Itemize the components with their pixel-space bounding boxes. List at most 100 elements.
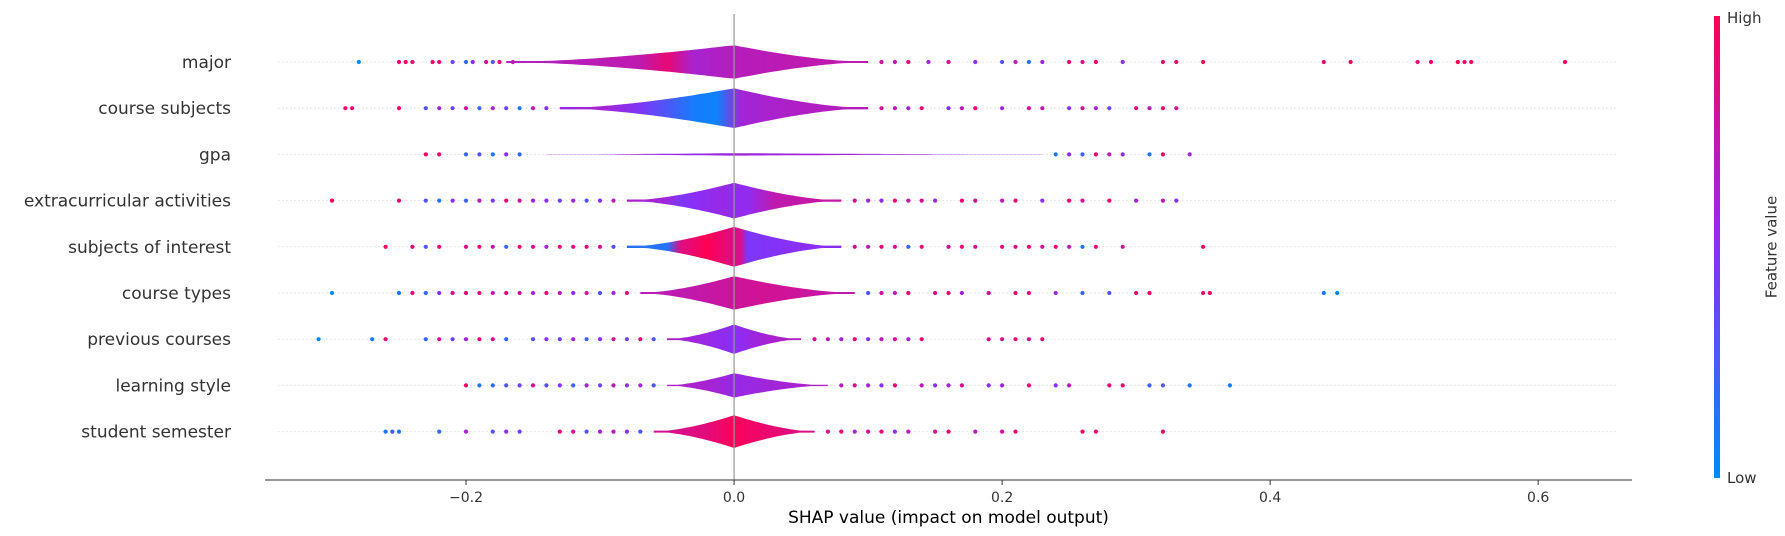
shap-point [437,429,442,434]
shap-point [470,59,475,65]
shap-point [597,290,603,296]
shap-point [1428,59,1434,65]
shap-point [544,337,549,342]
shap-point [973,429,978,434]
shap-point [1080,290,1085,296]
shap-point [463,383,469,388]
shap-point [1093,106,1098,111]
shap-point [866,337,871,342]
shap-point [571,290,576,296]
feature-row: extracurricular activities [24,182,1619,219]
shap-point [812,337,817,342]
shap-point [450,337,455,342]
shap-point [1462,59,1467,65]
feature-row: course types [122,276,1619,310]
shap-point [1321,290,1326,296]
shap-point [611,198,616,203]
shap-point [1013,337,1018,342]
shap-point [571,337,576,342]
shap-point [557,429,562,434]
shap-point [544,106,549,111]
shap-point [450,59,455,65]
shap-point [892,429,898,434]
feature-label: student semester [81,423,231,443]
shap-point [651,383,656,388]
shap-point [926,59,931,65]
shap-point [825,429,831,434]
shap-point [463,429,469,434]
shap-point [571,244,576,249]
shap-point [517,383,522,388]
shap-point [517,429,522,434]
shap-point [517,152,522,157]
x-tick-label: 0.0 [723,490,745,506]
colorbar-gradient [1714,16,1720,478]
shap-point [597,337,603,342]
shap-point [490,198,495,203]
shap-point [343,106,348,111]
shap-point [1134,198,1139,203]
shap-point [1107,152,1112,157]
violin-body [640,276,855,310]
x-tick-label: 0.6 [1527,490,1549,506]
shap-point [1201,290,1206,296]
shap-point [624,337,630,342]
shap-point [1026,244,1031,249]
shap-point [437,106,442,111]
shap-point [463,59,469,65]
shap-point [1160,106,1165,111]
shap-point [986,383,991,388]
shap-point [490,337,495,342]
violin-body [559,88,869,128]
shap-point [329,198,335,203]
shap-point [839,429,844,434]
shap-point [1120,59,1125,65]
shap-point [906,106,911,111]
shap-point [463,106,469,111]
shap-point [959,198,965,203]
colorbar-title: Feature value [1763,196,1781,298]
shap-point [477,383,482,388]
shap-point [986,337,991,342]
shap-point [892,198,898,203]
shap-point [1040,106,1045,111]
shap-point [437,290,442,296]
shap-point [390,429,395,434]
shap-point [544,244,549,249]
shap-point [403,59,408,65]
shap-point [866,244,871,249]
shap-point [1053,290,1058,296]
shap-point [946,59,951,65]
shap-point [892,383,898,388]
shap-point [437,198,442,203]
shap-point [1348,59,1353,65]
feature-rows: major course subjects gpa extracurricular a… [24,45,1619,448]
shap-point [517,244,522,249]
shap-point [1120,383,1125,388]
shap-point [504,429,509,434]
shap-point [906,244,911,249]
shap-point [1026,337,1031,342]
shap-point [477,106,482,111]
shap-point [530,244,536,249]
shap-point [1080,152,1085,157]
feature-label: learning style [115,376,231,396]
shap-point [611,383,616,388]
shap-point [1067,198,1072,203]
shap-point [1040,59,1045,65]
shap-point [490,383,495,388]
shap-point [852,337,857,342]
shap-point [571,429,576,434]
shap-point [866,290,871,296]
shap-point [852,244,857,249]
shap-point [510,59,515,65]
shap-point [906,290,911,296]
shap-point [1026,106,1031,111]
shap-point [504,337,509,342]
shap-point [879,383,884,388]
shap-point [1335,290,1340,296]
shap-point [879,429,884,434]
shap-point [1067,59,1072,65]
shap-point [517,106,522,111]
shap-point [490,290,495,296]
